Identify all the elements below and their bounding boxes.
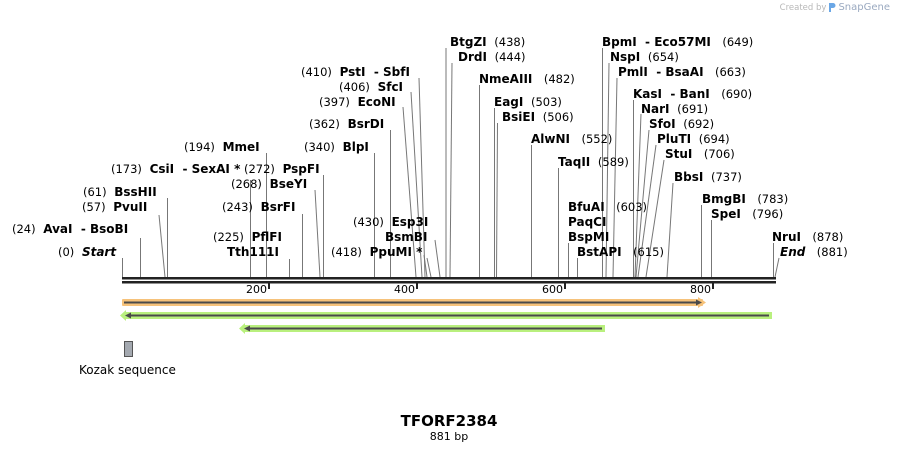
site-econi[interactable]: (397) EcoNI	[319, 95, 396, 109]
orf-forward-arrow	[122, 297, 706, 308]
tick-label-800: 800	[690, 283, 711, 296]
axis-ticks	[268, 283, 714, 289]
site-nrui[interactable]: NruI (878)	[772, 230, 844, 244]
site-pspfi[interactable]: (272) PspFI	[244, 162, 320, 176]
tick-label-200: 200	[246, 283, 267, 296]
site-nmeaiii[interactable]: NmeAIII (482)	[479, 72, 575, 86]
credit-brand: SnapGene	[838, 2, 890, 13]
site-alwni[interactable]: AlwNI (552)	[531, 132, 613, 146]
site-bmgbi[interactable]: BmgBI (783)	[702, 192, 789, 206]
site-bsrdi[interactable]: (362) BsrDI	[309, 117, 385, 131]
sequence-title: TFORF2384	[400, 412, 498, 430]
site-bseyi[interactable]: (268) BseYI	[231, 177, 308, 191]
site-esp3i[interactable]: (430) Esp3I	[353, 215, 429, 229]
site-bpmi-eco57mi[interactable]: BpmI - Eco57MI (649)	[602, 35, 754, 49]
tick-label-600: 600	[542, 283, 563, 296]
site-bsshii[interactable]: (61) BssHII	[83, 185, 157, 199]
site-psti-sbfi[interactable]: (410) PstI - SbfI	[301, 65, 410, 79]
site-kasi-bani[interactable]: KasI - BanI (690)	[633, 87, 753, 101]
site-sfci[interactable]: (406) SfcI	[339, 80, 404, 94]
site-ppumi[interactable]: (418) PpuMI *	[331, 245, 423, 259]
site-bsmbi[interactable]: BsmBI	[385, 230, 428, 244]
site-bstapi[interactable]: BstAPI (615)	[577, 245, 664, 259]
site-connector-lines	[122, 48, 780, 278]
site-mmei[interactable]: (194) MmeI	[184, 140, 260, 154]
site-bfuai[interactable]: BfuAI (603)	[568, 200, 648, 214]
site-start[interactable]: (0) Start	[58, 245, 117, 259]
credit-prefix: Created by	[779, 2, 827, 13]
site-tth111i[interactable]: Tth111I	[227, 245, 279, 259]
snapgene-logo-icon	[829, 3, 836, 12]
site-bspmi[interactable]: BspMI	[568, 230, 610, 244]
site-pmli-bsaai[interactable]: PmlI - BsaAI (663)	[618, 65, 746, 79]
site-eagi[interactable]: EagI (503)	[494, 95, 562, 109]
sequence-length: 881 bp	[429, 430, 469, 443]
site-csii-sexai[interactable]: (173) CsiI - SexAI *	[111, 162, 241, 176]
orf-reverse-arrow-1	[120, 310, 772, 321]
site-bbsi[interactable]: BbsI (737)	[674, 170, 742, 184]
site-taqii[interactable]: TaqII (589)	[558, 155, 629, 169]
site-paqci[interactable]: PaqCI	[568, 215, 607, 229]
kozak-feature-box	[124, 341, 133, 357]
sequence-top-strand	[122, 277, 776, 280]
site-nspi[interactable]: NspI (654)	[610, 50, 679, 64]
site-stui[interactable]: StuI (706)	[665, 147, 735, 161]
orf-reverse-arrow-2	[239, 323, 605, 334]
site-bsrfi[interactable]: (243) BsrFI	[222, 200, 296, 214]
kozak-label: Kozak sequence	[79, 363, 176, 377]
site-avai-bsobi[interactable]: (24) AvaI - BsoBI	[12, 222, 129, 236]
site-end[interactable]: End (881)	[780, 245, 848, 259]
site-pvuii[interactable]: (57) PvuII	[82, 200, 148, 214]
site-pluti[interactable]: PluTI (694)	[657, 132, 730, 146]
site-btgzi[interactable]: BtgZI (438)	[450, 35, 526, 49]
site-sfoi[interactable]: SfoI (692)	[649, 117, 715, 131]
snapgene-credit: Created by SnapGene	[780, 2, 890, 13]
site-spei[interactable]: SpeI (796)	[711, 207, 784, 221]
site-bsiei[interactable]: BsiEI (506)	[502, 110, 574, 124]
site-blpi[interactable]: (340) BlpI	[304, 140, 369, 154]
site-nari[interactable]: NarI (691)	[641, 102, 709, 116]
tick-label-400: 400	[394, 283, 415, 296]
site-pflfi[interactable]: (225) PflFI	[213, 230, 282, 244]
sequence-bottom-strand	[122, 281, 776, 284]
site-drdi[interactable]: DrdI (444)	[458, 50, 526, 64]
